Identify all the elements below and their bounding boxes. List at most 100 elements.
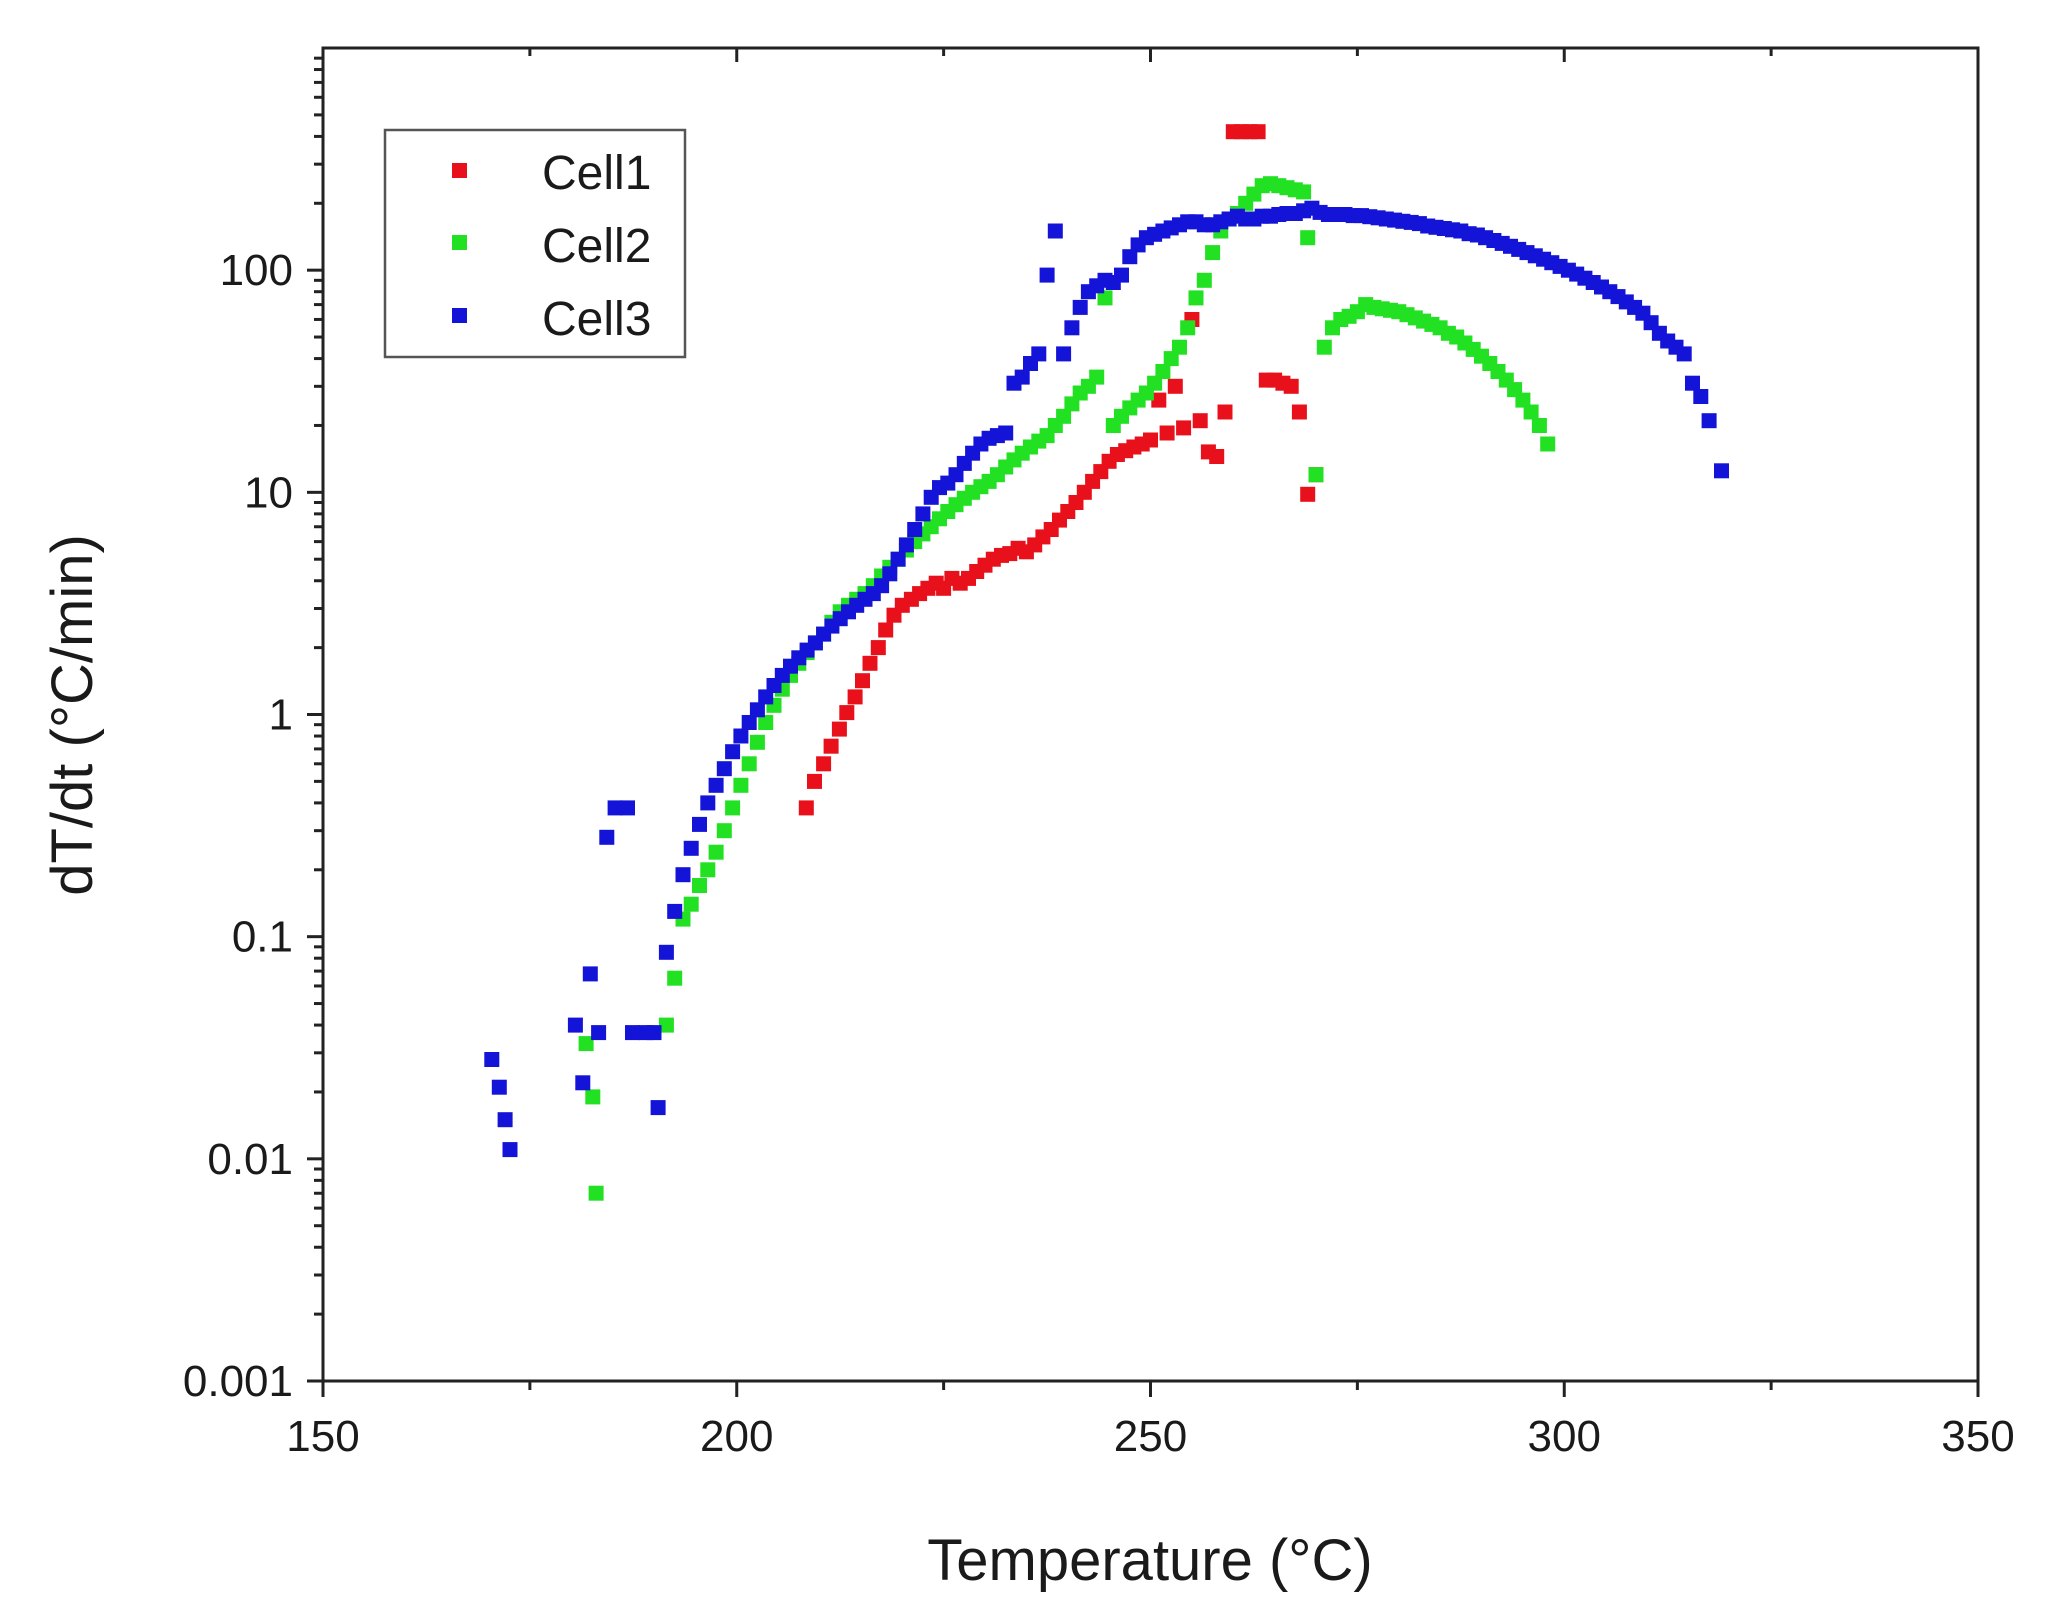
data-point (1714, 463, 1729, 479)
data-point (582, 966, 598, 982)
legend: Cell1 Cell2 Cell3 (383, 128, 687, 359)
data-point (591, 1025, 607, 1041)
data-point (658, 1017, 674, 1033)
data-point (675, 867, 691, 883)
legend-swatch-cell1 (452, 163, 467, 178)
data-point (831, 721, 847, 737)
data-point (607, 800, 623, 816)
data-point (716, 823, 732, 839)
data-point (578, 1036, 594, 1052)
data-point (870, 640, 886, 656)
data-point (575, 1075, 591, 1091)
y-tick-label: 0.001 (183, 1357, 293, 1406)
data-point (1196, 272, 1212, 288)
data-point (725, 744, 741, 760)
legend-label-cell1: Cell1 (542, 147, 651, 200)
legend-label-cell2: Cell2 (542, 220, 651, 273)
data-point (948, 467, 964, 483)
data-point (807, 773, 822, 789)
legend-swatch-cell2 (452, 235, 467, 250)
x-tick-label: 300 (1528, 1412, 1601, 1461)
data-point (749, 702, 765, 718)
data-point (816, 756, 832, 772)
data-point (650, 1100, 666, 1116)
data-point (741, 756, 757, 772)
data-point (915, 506, 931, 522)
data-point (1143, 432, 1158, 448)
data-point (497, 1112, 513, 1128)
data-point (1685, 375, 1700, 391)
data-point (1540, 436, 1556, 452)
data-point (855, 673, 870, 689)
data-point (1250, 124, 1266, 140)
y-tick-label: 0.1 (232, 913, 293, 962)
data-point (898, 537, 914, 553)
data-point (567, 1017, 583, 1033)
data-point (1676, 346, 1692, 362)
data-point (878, 622, 894, 638)
data-point (491, 1079, 507, 1095)
data-point (1039, 267, 1055, 283)
data-point (1300, 486, 1316, 502)
data-point (620, 800, 635, 816)
data-point (1151, 392, 1167, 408)
x-tick-label: 250 (1114, 1412, 1187, 1461)
data-point (1217, 404, 1233, 420)
data-point (1316, 339, 1332, 355)
data-point (1114, 267, 1129, 283)
data-point (708, 844, 724, 860)
data-point (749, 734, 765, 750)
data-point (1291, 404, 1307, 420)
data-point (1296, 184, 1312, 200)
data-point (882, 566, 898, 582)
axis-ticks (307, 48, 1980, 1397)
data-point (625, 1025, 640, 1041)
y-tick-label: 0.01 (207, 1135, 293, 1184)
data-point (700, 795, 716, 811)
data-point (1056, 408, 1072, 424)
data-point (692, 816, 707, 832)
series-cell1 (798, 124, 1324, 816)
data-point (741, 715, 757, 730)
data-point (1014, 369, 1030, 385)
data-point (1122, 249, 1138, 265)
y-tick-label: 1 (269, 691, 293, 740)
data-point (588, 1185, 604, 1201)
data-markers (484, 124, 1729, 1201)
data-point (692, 878, 707, 893)
y-axis-title: dT/dt (°C/min) (40, 534, 105, 896)
data-point (484, 1052, 500, 1067)
axis-tick-labels: 150 200 250 300 350 0.001 0.01 0.1 1 10 100 (183, 246, 2015, 1461)
data-point (683, 840, 699, 856)
data-point (1163, 351, 1179, 367)
data-point (1159, 425, 1175, 441)
x-tick-label: 200 (700, 1412, 773, 1461)
data-point (823, 738, 839, 754)
data-point (1209, 449, 1225, 464)
data-point (1031, 346, 1047, 362)
data-point (758, 689, 774, 705)
data-point (1205, 245, 1221, 261)
data-point (1176, 420, 1192, 436)
data-point (700, 862, 716, 878)
data-point (1192, 413, 1208, 429)
data-point (1072, 299, 1088, 315)
data-point (1531, 418, 1547, 433)
data-point (758, 715, 774, 730)
data-point (725, 800, 741, 816)
data-point (716, 761, 732, 777)
x-axis-title: Temperature (°C) (927, 1528, 1372, 1593)
data-point (1097, 290, 1113, 306)
x-tick-label: 350 (1941, 1412, 2014, 1461)
data-point (683, 896, 699, 912)
legend-box (383, 128, 687, 359)
series-cell3 (484, 200, 1729, 1158)
data-point (585, 1089, 601, 1105)
data-point (1308, 467, 1324, 483)
data-point (667, 903, 683, 919)
data-point (1147, 375, 1163, 391)
data-point (890, 551, 906, 567)
data-point (1172, 339, 1187, 355)
